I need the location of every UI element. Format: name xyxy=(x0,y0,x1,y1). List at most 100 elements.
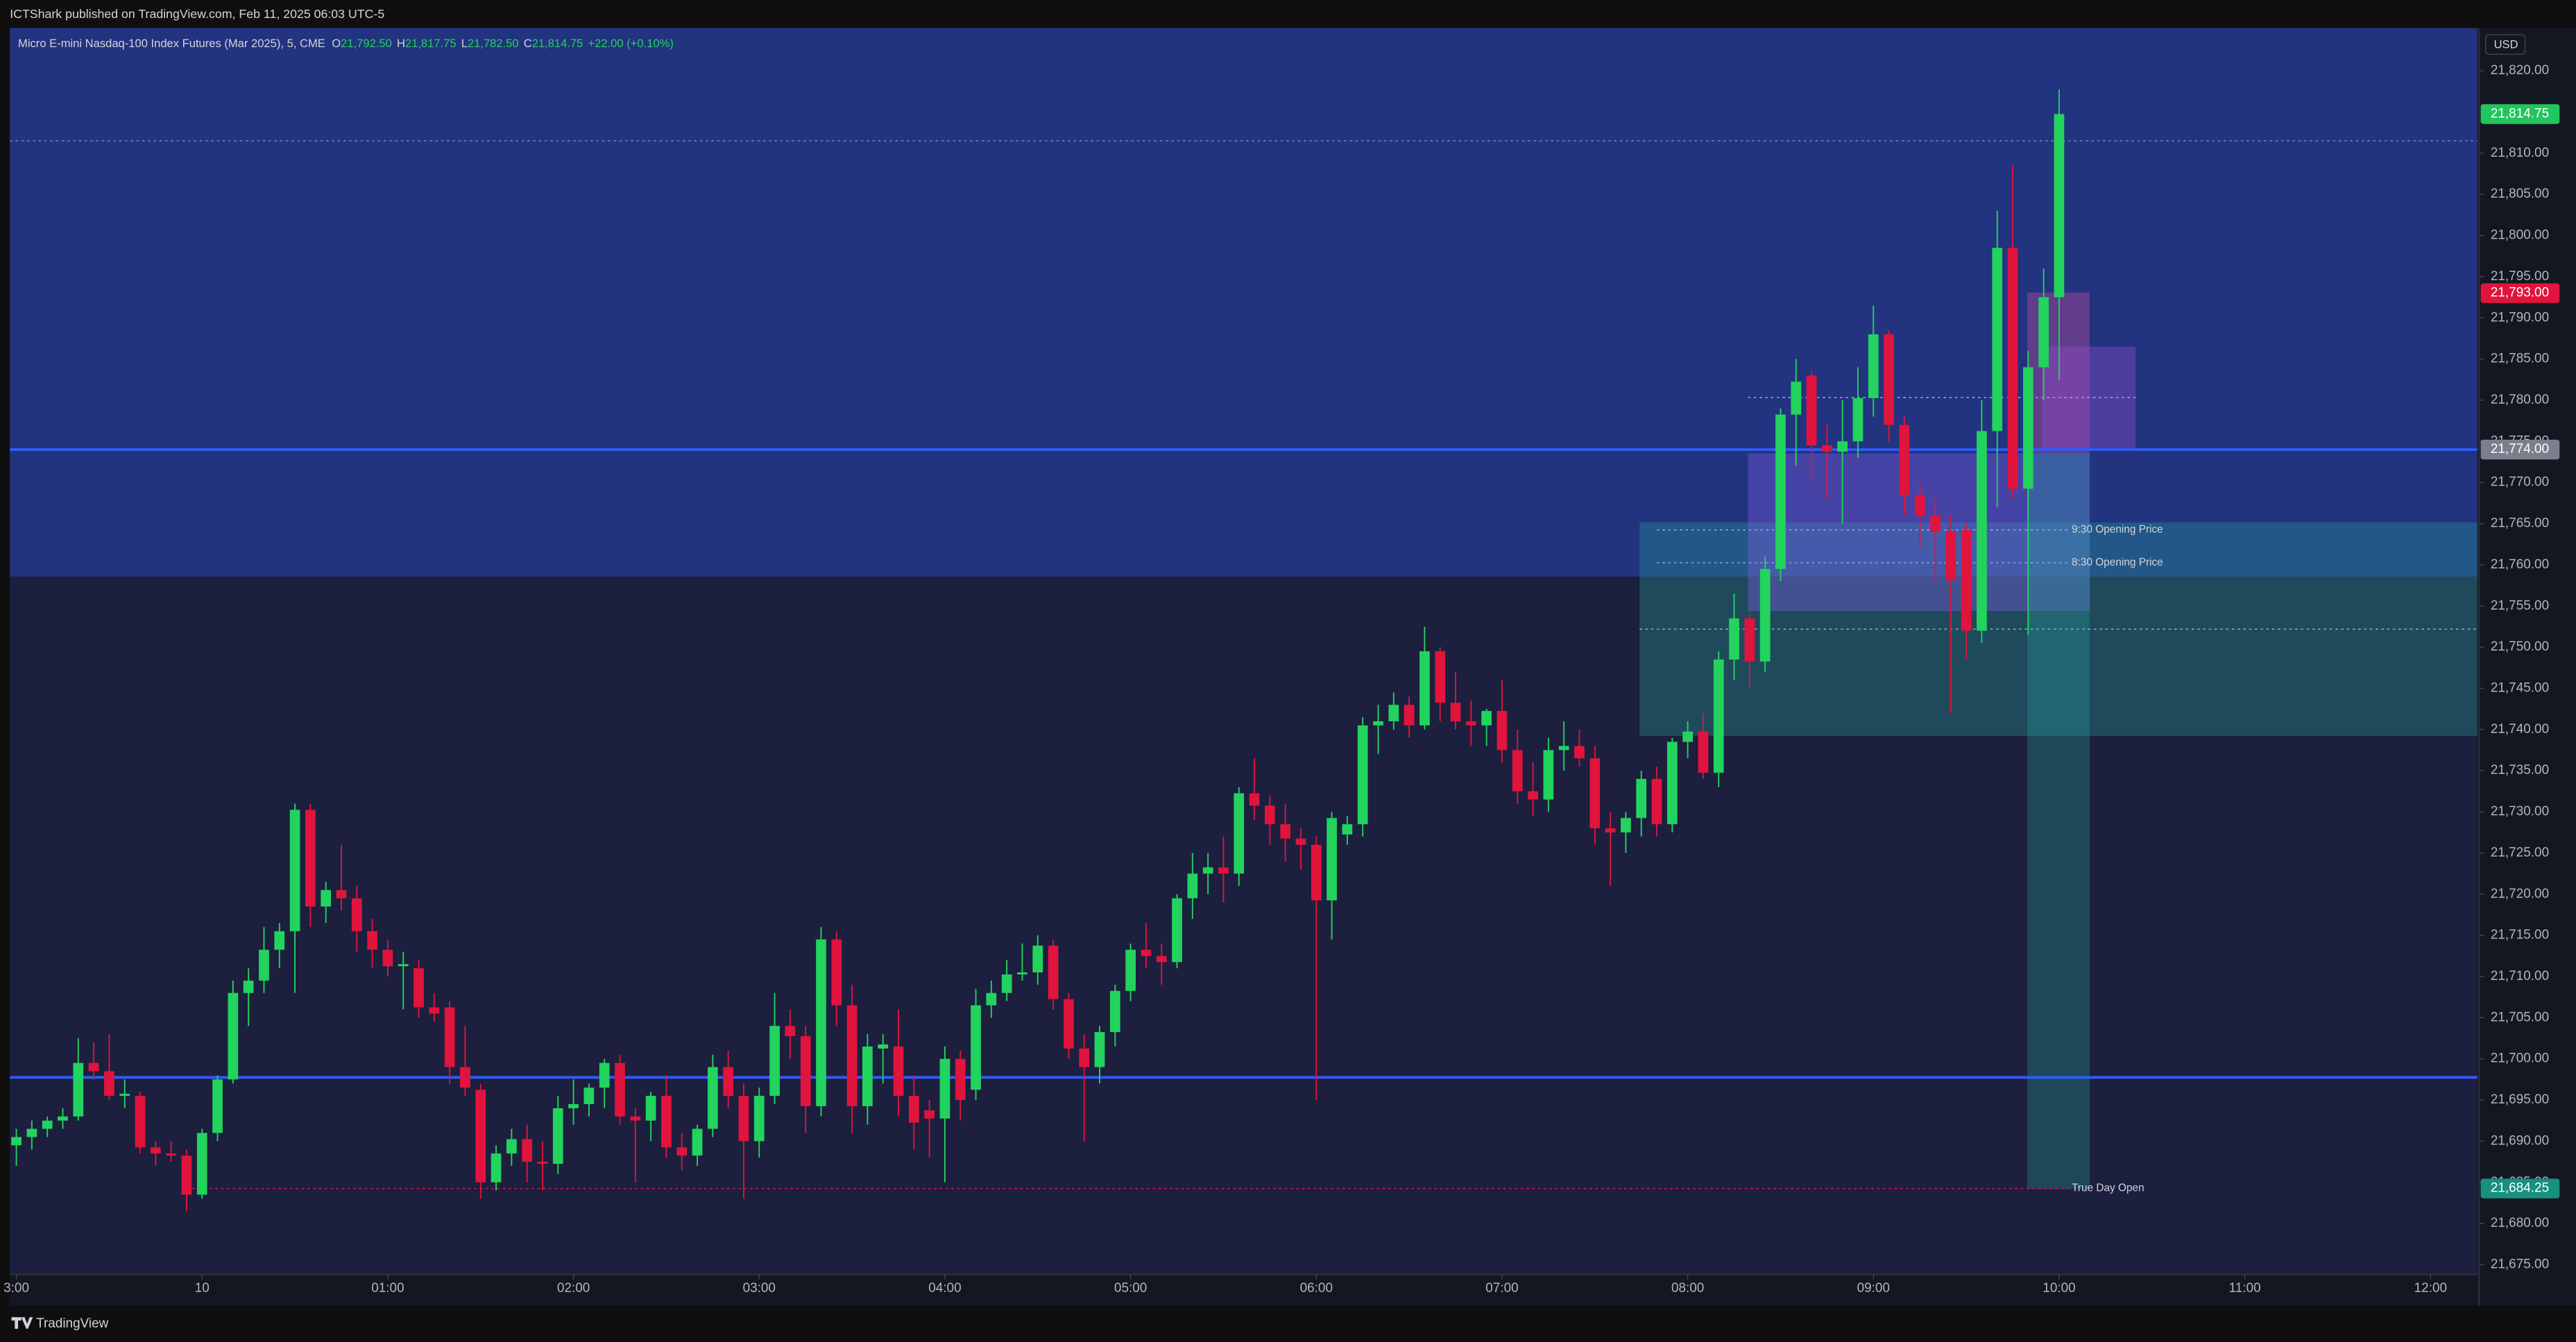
candle-body xyxy=(150,1147,161,1154)
candle-body xyxy=(955,1058,966,1101)
candle-body xyxy=(491,1153,502,1182)
candle-body xyxy=(228,992,239,1080)
candle-body xyxy=(1234,793,1245,874)
candle-body xyxy=(1574,746,1585,759)
brand: TradingView xyxy=(36,1316,109,1331)
x-tick-label: 08:00 xyxy=(1671,1281,1704,1296)
candle-body xyxy=(166,1153,176,1156)
candle-body xyxy=(1884,334,1894,425)
teal-column xyxy=(2027,453,2090,1189)
y-tick-label: 21,705.00 xyxy=(2491,1010,2549,1024)
level-text: 9:30 Opening Price xyxy=(2072,524,2163,535)
y-tick-label: 21,820.00 xyxy=(2491,63,2549,78)
x-tick-label: 07:00 xyxy=(1485,1281,1518,1296)
candle-body xyxy=(1759,569,1771,662)
candle-body xyxy=(1218,867,1229,874)
y-tick-label: 21,695.00 xyxy=(2491,1092,2549,1107)
y-tick-label: 21,805.00 xyxy=(2491,187,2549,201)
candle-body xyxy=(42,1120,53,1129)
candle-body xyxy=(58,1116,68,1121)
candle-body xyxy=(1512,750,1523,791)
level-text: 8:30 Opening Price xyxy=(2072,557,2163,569)
plot: 9:30 Opening Price 8:30 Opening Price True… xyxy=(10,89,2477,1212)
candle-body xyxy=(1172,898,1182,963)
candle-body xyxy=(1852,398,1863,442)
candle-body xyxy=(615,1063,625,1117)
candle-body xyxy=(599,1063,610,1088)
candle-body xyxy=(1945,531,1956,580)
price-label: 21,814.75 xyxy=(2491,106,2549,121)
candle-body xyxy=(1187,873,1198,899)
candle-body xyxy=(2007,248,2018,489)
candle-body xyxy=(119,1094,130,1096)
candle-body xyxy=(88,1063,99,1072)
price-label-box xyxy=(2480,104,2560,124)
y-tick-label: 21,745.00 xyxy=(2491,681,2549,696)
footer xyxy=(0,1307,2576,1342)
x-tick-label: 06:00 xyxy=(1300,1281,1333,1296)
candle-body xyxy=(1265,805,1275,825)
candle-body xyxy=(862,1046,873,1106)
legend-key: O xyxy=(332,37,341,50)
candle-body xyxy=(878,1044,889,1049)
y-tick-label: 21,690.00 xyxy=(2491,1133,2549,1148)
candle-body xyxy=(1295,838,1306,845)
candle-body xyxy=(196,1133,207,1195)
y-tick-label: 21,740.00 xyxy=(2491,722,2549,737)
candle-body xyxy=(753,1096,765,1142)
y-tick-label: 21,765.00 xyxy=(2491,516,2549,531)
candle-body xyxy=(2038,297,2049,368)
candle-body xyxy=(939,1058,950,1119)
candle-body xyxy=(537,1162,548,1164)
candle-body xyxy=(2054,114,2065,298)
legend-key: H xyxy=(397,37,405,50)
candle-body xyxy=(1837,441,1848,452)
candle-body xyxy=(1125,949,1136,991)
candle-body xyxy=(1899,424,1910,495)
candle-body xyxy=(212,1079,223,1133)
candle-body xyxy=(1141,949,1152,956)
brand-logo xyxy=(11,1317,33,1329)
y-tick-label: 21,795.00 xyxy=(2491,269,2549,284)
y-tick-label: 21,680.00 xyxy=(2491,1216,2549,1230)
currency: USD xyxy=(2494,38,2518,51)
candle-body xyxy=(289,809,300,931)
candle-body xyxy=(73,1063,84,1117)
candle-body xyxy=(1713,659,1724,773)
price-label: 21,684.25 xyxy=(2491,1181,2549,1196)
level-text: True Day Open xyxy=(2072,1182,2144,1194)
candle-body xyxy=(336,890,347,899)
candle-body xyxy=(305,809,316,907)
candle-body xyxy=(460,1067,470,1088)
candle-body xyxy=(367,931,377,950)
price-label-box xyxy=(2480,283,2560,303)
y-tick-label: 21,760.00 xyxy=(2491,557,2549,571)
y-tick-label: 21,700.00 xyxy=(2491,1051,2549,1066)
candle-body xyxy=(800,1036,811,1106)
candle-body xyxy=(1094,1032,1105,1067)
price-label-box xyxy=(2480,440,2560,460)
legend-value: 21,782.50 xyxy=(468,37,519,50)
candle-body xyxy=(924,1110,935,1119)
candle-body xyxy=(971,1005,981,1090)
candle-body xyxy=(1558,746,1569,750)
legend-key: C xyxy=(524,37,532,50)
legend-value: 21,792.50 xyxy=(341,37,392,50)
candle-body xyxy=(11,1137,22,1146)
candle-body xyxy=(1419,651,1430,725)
y-tick-label: 21,755.00 xyxy=(2491,599,2549,613)
candle-body xyxy=(1064,999,1074,1049)
x-tick-label: 05:00 xyxy=(1114,1281,1147,1296)
axes: 21,675.0021,680.0021,685.0021,690.0021,6… xyxy=(3,63,2560,1296)
candle-body xyxy=(1621,818,1631,833)
candle-body xyxy=(506,1139,517,1154)
y-tick-label: 21,730.00 xyxy=(2491,805,2549,819)
candle-body xyxy=(1280,824,1291,839)
candle-body xyxy=(1202,867,1213,874)
candle-body xyxy=(413,968,424,1008)
candle-body xyxy=(1048,945,1059,999)
y-tick-label: 21,750.00 xyxy=(2491,639,2549,654)
candle-body xyxy=(1465,721,1476,725)
candle-body xyxy=(1156,956,1167,963)
